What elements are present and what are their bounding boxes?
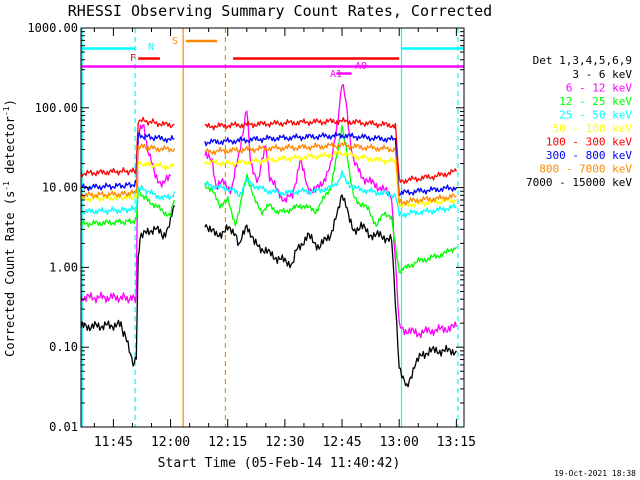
annotation-label-a0: A0	[355, 61, 367, 72]
x-axis-label: Start Time (05-Feb-14 11:40:42)	[158, 456, 401, 471]
y-tick-label: 100.00	[35, 101, 78, 115]
annotation-label-f: F	[130, 53, 136, 64]
series-line	[80, 150, 457, 208]
annotation-label-a1: A1	[330, 69, 342, 80]
chart-title: RHESSI Observing Summary Count Rates, Co…	[68, 2, 492, 20]
legend-entry: 6 - 12 keV	[566, 82, 633, 95]
legend-entry: 12 - 25 keV	[559, 95, 632, 108]
legend-entry: 300 - 800 keV	[546, 149, 632, 162]
series-line	[80, 170, 457, 219]
x-axis: 11:45 12:00 12:15 12:30 12:45 13:00 13:15	[94, 28, 476, 450]
series-line	[80, 124, 457, 274]
y-tick-label: 1000.00	[27, 21, 78, 35]
y-tick-label: 1.00	[49, 260, 78, 274]
series-line	[80, 116, 457, 185]
series-line	[80, 131, 457, 197]
x-tick-label: 12:00	[151, 435, 190, 450]
legend-entry: 7000 - 15000 keV	[526, 176, 632, 189]
series-line	[80, 83, 458, 339]
legend-entry: 25 - 50 keV	[559, 109, 632, 122]
legend-title: Det 1,3,4,5,6,9	[533, 54, 632, 67]
x-tick-label: 11:45	[94, 435, 133, 450]
legend-entry: 100 - 300 keV	[546, 136, 632, 149]
plot-area: F N S A1 A0 11:45 12:00 12:15 12:30 12:45 13:00 13…	[27, 21, 476, 450]
y-tick-label: 10.00	[42, 181, 78, 195]
series-line	[80, 141, 457, 206]
x-tick-label: 12:30	[265, 435, 304, 450]
legend-entry: 50 - 100 keV	[553, 122, 633, 135]
y-tick-label: 0.01	[49, 420, 78, 434]
x-tick-label: 12:15	[208, 435, 247, 450]
y-axis-label: Corrected Count Rate (s-1 detector-1)	[2, 99, 17, 357]
y-axis: 0.01 0.10 1.00 10.00 100.00 1000.00	[27, 21, 464, 434]
series-layer	[80, 83, 458, 388]
x-tick-label: 13:15	[437, 435, 476, 450]
x-tick-label: 13:00	[380, 435, 419, 450]
y-tick-label: 0.10	[49, 340, 78, 354]
footer-date: 19-Oct-2021 18:38	[554, 469, 636, 478]
annotation-label-s: S	[172, 36, 178, 47]
legend-entry: 3 - 6 keV	[572, 68, 632, 81]
annotation-label-n: N	[148, 42, 154, 53]
plot-frame	[80, 27, 465, 428]
series-line	[80, 194, 457, 388]
x-tick-label: 12:45	[322, 435, 361, 450]
legend-entry: 800 - 7000 keV	[539, 163, 632, 176]
